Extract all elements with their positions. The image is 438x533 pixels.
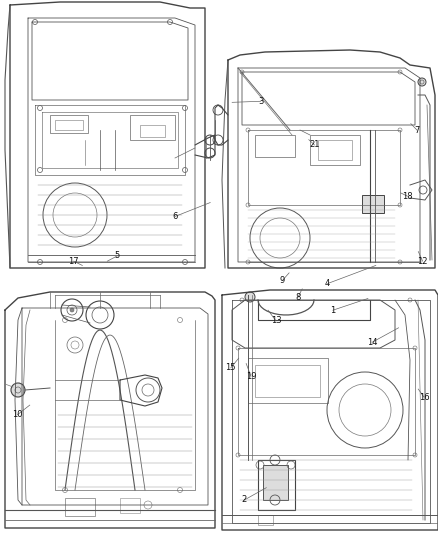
Text: 3: 3 bbox=[258, 97, 263, 106]
Text: 9: 9 bbox=[280, 276, 285, 285]
Text: 1: 1 bbox=[330, 306, 336, 314]
Text: 18: 18 bbox=[402, 192, 413, 200]
Text: 14: 14 bbox=[367, 338, 378, 346]
Bar bbox=[263, 465, 288, 500]
Bar bbox=[310, 135, 360, 165]
Bar bbox=[318, 140, 352, 160]
Text: 15: 15 bbox=[226, 364, 236, 372]
Bar bbox=[258, 515, 273, 525]
Text: 21: 21 bbox=[309, 141, 320, 149]
Circle shape bbox=[70, 308, 74, 312]
Bar bbox=[120, 498, 140, 513]
Bar bbox=[255, 135, 295, 157]
Circle shape bbox=[418, 78, 426, 86]
Bar bbox=[362, 195, 384, 213]
Bar bbox=[55, 120, 83, 130]
Text: 10: 10 bbox=[12, 410, 23, 419]
Bar bbox=[50, 115, 88, 133]
Text: 16: 16 bbox=[419, 393, 429, 401]
Text: 17: 17 bbox=[68, 257, 79, 265]
Text: 7: 7 bbox=[414, 126, 420, 134]
Text: 2: 2 bbox=[242, 496, 247, 504]
Text: 13: 13 bbox=[271, 317, 281, 325]
Circle shape bbox=[245, 292, 255, 302]
Bar bbox=[65, 498, 95, 516]
Text: 19: 19 bbox=[246, 372, 256, 381]
Text: 8: 8 bbox=[295, 293, 300, 302]
Text: 4: 4 bbox=[325, 279, 330, 288]
Bar bbox=[130, 115, 175, 140]
Bar bbox=[140, 125, 165, 137]
Text: 6: 6 bbox=[173, 212, 178, 221]
Text: 5: 5 bbox=[115, 252, 120, 260]
Circle shape bbox=[11, 383, 25, 397]
Text: 12: 12 bbox=[417, 257, 428, 265]
Bar bbox=[255, 365, 320, 397]
Bar bbox=[248, 358, 328, 403]
